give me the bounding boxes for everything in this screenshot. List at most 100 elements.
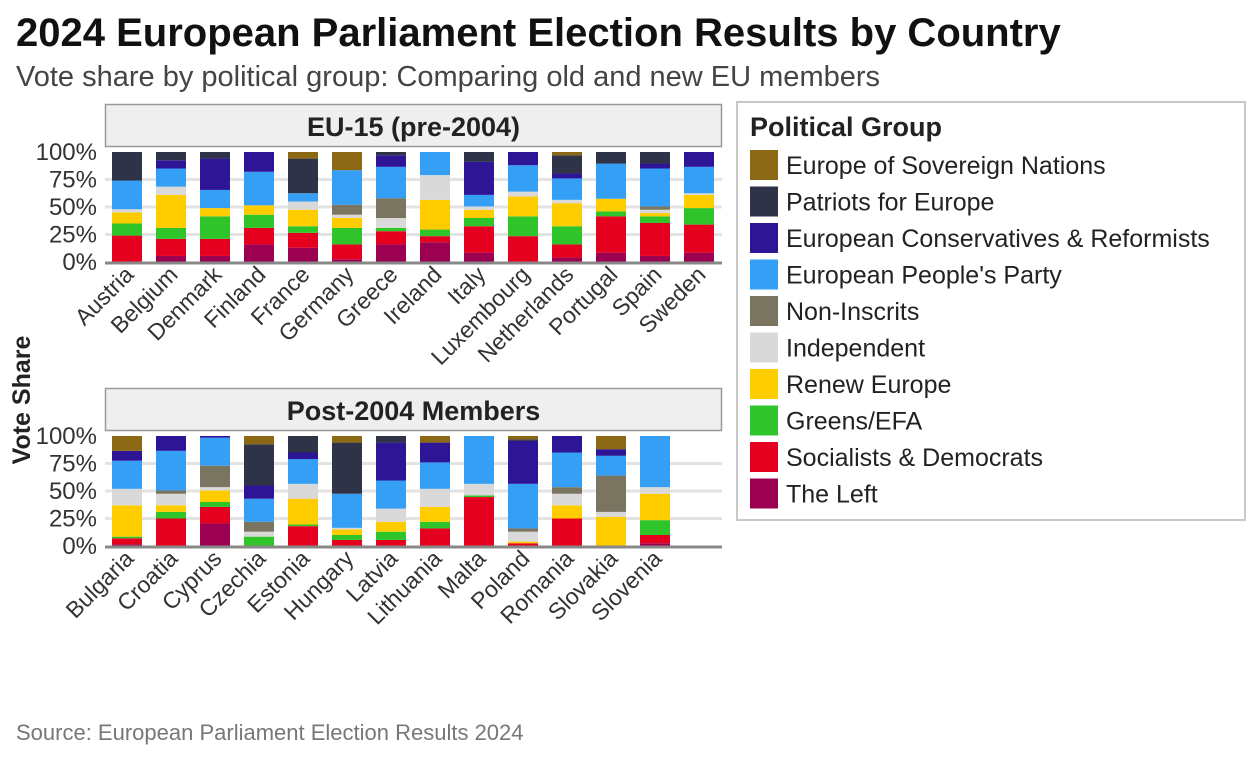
bar-segment	[200, 208, 230, 217]
bar-stack	[332, 436, 362, 546]
legend-label: Non-Inscrits	[786, 298, 919, 326]
legend-label: Greens/EFA	[786, 408, 922, 436]
bar-segment	[332, 214, 362, 218]
bar-segment	[288, 201, 318, 210]
legend-swatch	[750, 332, 778, 363]
bar-stack	[376, 152, 406, 262]
bar-segment	[112, 538, 142, 545]
bar-segment	[596, 211, 626, 217]
bar-segment	[640, 168, 670, 207]
chart-title: 2024 European Parliament Election Result…	[16, 11, 1062, 55]
bar-stack	[464, 152, 494, 262]
bar-stack	[508, 152, 538, 262]
bar-segment	[156, 152, 186, 161]
bar-segment	[420, 488, 450, 507]
bar-stack	[200, 152, 230, 262]
bar-segment	[420, 175, 450, 200]
facet-label: EU-15 (pre-2004)	[307, 112, 520, 142]
bar-segment	[332, 244, 362, 260]
bar-segment	[684, 224, 714, 253]
bar-segment	[156, 227, 186, 239]
legend: Political Group Europe of Sovereign Nati…	[736, 101, 1246, 521]
bar-segment	[464, 483, 494, 496]
bar-segment	[420, 199, 450, 230]
bar-stack	[200, 436, 230, 546]
bar-segment	[288, 209, 318, 227]
bar-segment	[156, 511, 186, 519]
legend-item: The Left	[750, 478, 878, 509]
bar-segment	[200, 487, 230, 491]
bar-segment	[112, 536, 142, 539]
bar-segment	[288, 452, 318, 460]
y-tick-label: 50%	[49, 194, 97, 221]
facets: EU-15 (pre-2004)0%25%50%75%100%AustriaBe…	[36, 103, 723, 630]
bar-segment	[508, 191, 538, 197]
facet-panel: EU-15 (pre-2004)0%25%50%75%100%AustriaBe…	[36, 103, 723, 370]
bar-segment	[508, 436, 538, 440]
bar-segment	[288, 226, 318, 233]
bar-segment	[244, 444, 274, 486]
bar-segment	[552, 173, 582, 179]
legend-swatch	[750, 259, 778, 290]
bar-segment	[464, 218, 494, 227]
legend-label: Socialists & Democrats	[786, 444, 1043, 472]
bar-segment	[640, 209, 670, 214]
bar-segment	[244, 244, 274, 262]
bar-segment	[288, 193, 318, 202]
bar-segment	[376, 152, 406, 156]
bar-segment	[244, 436, 274, 445]
bar-segment	[112, 450, 142, 461]
bar-segment	[156, 505, 186, 512]
bar-segment	[508, 165, 538, 192]
bar-segment	[376, 198, 406, 218]
legend-label: European Conservatives & Reformists	[786, 225, 1210, 253]
bar-segment	[420, 236, 450, 243]
bar-segment	[552, 505, 582, 519]
bar-segment	[464, 436, 494, 484]
bar-segment	[464, 206, 494, 210]
legend-swatch	[750, 369, 778, 399]
bar-segment	[464, 252, 494, 262]
bar-segment	[332, 529, 362, 535]
bar-segment	[508, 236, 538, 262]
bar-segment	[156, 186, 186, 195]
bar-segment	[552, 487, 582, 494]
bar-stack	[112, 436, 142, 546]
bar-segment	[640, 535, 670, 544]
bar-segment	[464, 209, 494, 218]
facet-panel: Post-2004 Members0%25%50%75%100%Bulgaria…	[36, 387, 723, 630]
legend-item: European People's Party	[750, 259, 1062, 290]
bar-segment	[156, 194, 186, 228]
bar-segment	[640, 255, 670, 262]
chart-subtitle: Vote share by political group: Comparing…	[16, 61, 880, 93]
bar-segment	[640, 152, 670, 164]
bar-segment	[464, 226, 494, 253]
bar-segment	[376, 508, 406, 522]
legend-swatch	[750, 223, 778, 253]
bar-segment	[596, 152, 626, 164]
legend-title: Political Group	[750, 112, 942, 142]
bar-stack	[596, 436, 626, 546]
bar-segment	[596, 216, 626, 253]
bar-segment	[376, 244, 406, 262]
bar-segment	[112, 235, 142, 262]
legend-label: Europe of Sovereign Nations	[786, 152, 1106, 180]
bar-segment	[640, 213, 670, 217]
legend-swatch	[750, 442, 778, 472]
bar-segment	[244, 485, 274, 499]
bar-segment	[112, 209, 142, 213]
bar-segment	[376, 539, 406, 546]
bar-segment	[244, 171, 274, 206]
bar-segment	[552, 244, 582, 258]
bar-segment	[508, 541, 538, 544]
bar-segment	[596, 475, 626, 512]
bar-segment	[332, 535, 362, 540]
bar-segment	[156, 436, 186, 451]
bar-segment	[288, 152, 318, 159]
bar-segment	[376, 155, 406, 167]
bar-segment	[112, 544, 142, 546]
bar-segment	[552, 226, 582, 245]
bar-stack	[376, 436, 406, 546]
bar-segment	[420, 442, 450, 463]
bar-stack	[420, 436, 450, 546]
